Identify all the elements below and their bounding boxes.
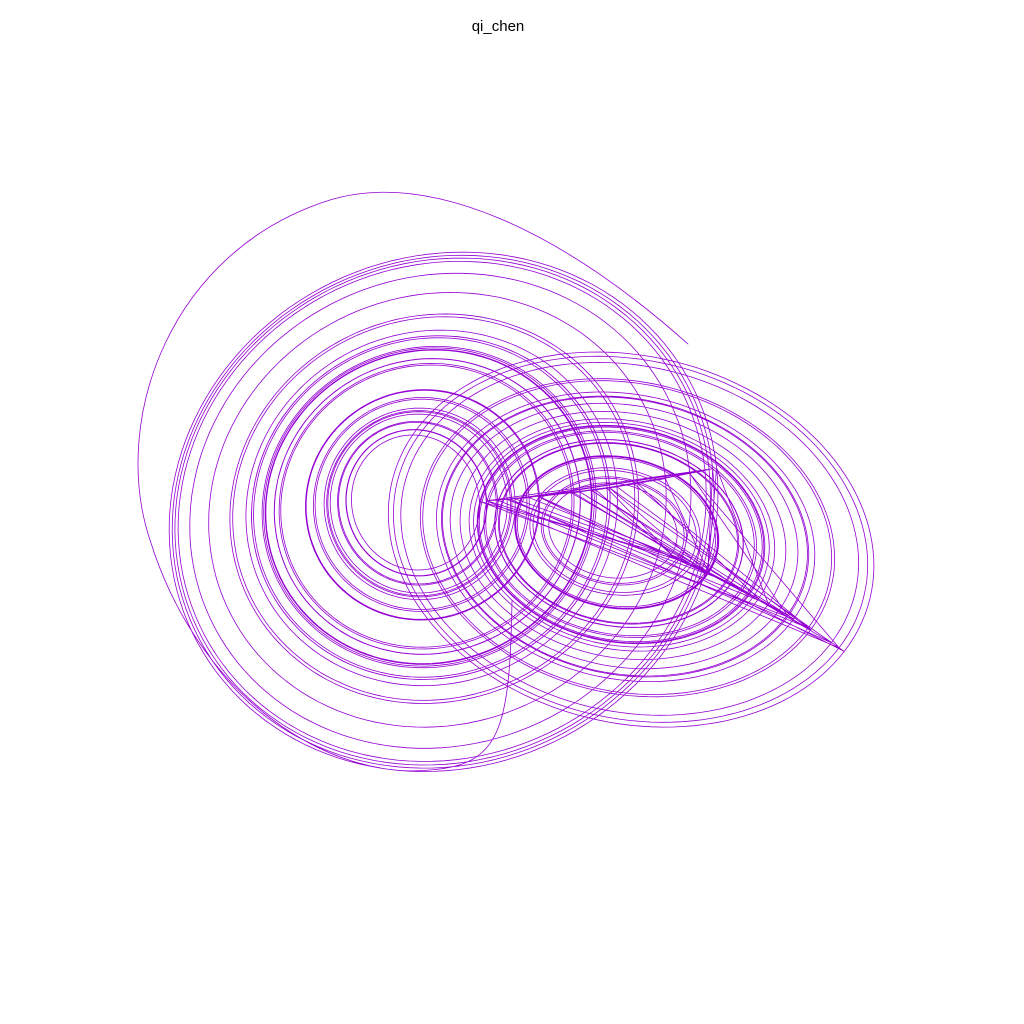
attractor-trajectory [137, 192, 875, 772]
chart-title: qi_chen [471, 18, 525, 35]
